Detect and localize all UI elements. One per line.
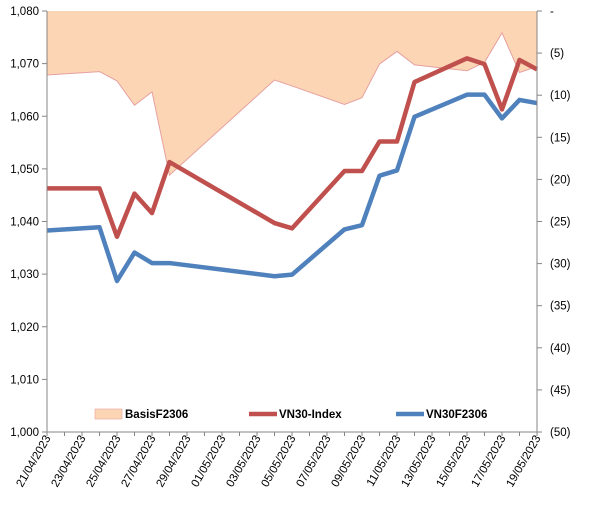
x-axis-ticks: 21/04/202323/04/202325/04/202327/04/2023… (14, 432, 544, 490)
left-axis-tick-label: 1,000 (10, 427, 39, 439)
legend-label-vn30f2306: VN30F2306 (426, 409, 487, 421)
legend-label-basisf2306: BasisF2306 (125, 409, 188, 421)
x-axis-tick-label: 17/05/2023 (469, 434, 508, 490)
right-axis-tick-label: - (550, 6, 554, 18)
x-axis-tick-label: 13/05/2023 (399, 434, 438, 490)
right-axis-tick-label: (45) (550, 385, 571, 397)
line-series-layer (46, 56, 539, 284)
legend: BasisF2306 VN30-Index VN30F2306 (94, 408, 487, 421)
left-axis-tick-label: 1,030 (10, 269, 39, 281)
x-axis-tick-label: 27/04/2023 (119, 434, 158, 490)
right-axis-tick-label: (35) (550, 301, 571, 313)
x-axis-tick-label: 07/05/2023 (294, 434, 333, 490)
x-axis-tick-label: 19/05/2023 (504, 434, 543, 490)
x-axis-tick-label: 01/05/2023 (189, 434, 228, 490)
x-axis-tick-label: 05/05/2023 (259, 434, 298, 490)
basis-area (47, 11, 537, 176)
x-axis-tick-label: 21/04/2023 (14, 434, 53, 490)
left-axis-tick-label: 1,070 (10, 59, 39, 71)
right-axis-tick-label: (5) (550, 48, 564, 60)
x-axis-tick-label: 23/04/2023 (49, 434, 88, 490)
vn30-index-line (47, 56, 539, 240)
vn30f2306-line (46, 92, 538, 284)
left-axis-tick-label: 1,050 (10, 164, 39, 176)
right-axis-ticks: - (5) (10) (15) (20) (25) (30) (35) (40) (45) (50) (537, 6, 571, 439)
left-axis-tick-label: 1,080 (10, 6, 39, 18)
legend-swatch-basisf2306 (94, 408, 123, 420)
x-axis-tick-label: 29/04/2023 (154, 434, 193, 490)
right-axis-tick-label: (30) (550, 259, 571, 271)
left-axis-tick-label: 1,040 (10, 217, 39, 229)
left-axis-tick-label: 1,010 (10, 374, 39, 386)
right-axis-tick-label: (50) (550, 427, 571, 439)
x-axis-tick-label: 09/05/2023 (329, 434, 368, 490)
x-axis-tick-label: 11/05/2023 (365, 434, 404, 489)
right-axis-tick-label: (40) (550, 343, 571, 355)
left-axis-tick-label: 1,060 (10, 111, 39, 123)
right-axis-tick-label: (20) (550, 174, 571, 186)
x-axis-tick-label: 25/04/2023 (84, 434, 123, 490)
right-axis-tick-label: (10) (550, 90, 571, 102)
right-axis-tick-label: (15) (550, 132, 571, 144)
x-axis-tick-label: 03/05/2023 (224, 434, 263, 490)
left-axis-tick-label: 1,020 (10, 322, 39, 334)
basis-area-edge (46, 31, 538, 177)
basis-area-layer (46, 11, 538, 177)
legend-label-vn30-index: VN30-Index (279, 409, 342, 421)
x-axis-tick-label: 15/05/2023 (434, 434, 473, 490)
left-axis-ticks: 1,080 1,070 1,060 1,050 1,040 1,030 1,020 1,010… (10, 6, 47, 439)
right-axis-tick-label: (25) (550, 217, 571, 229)
